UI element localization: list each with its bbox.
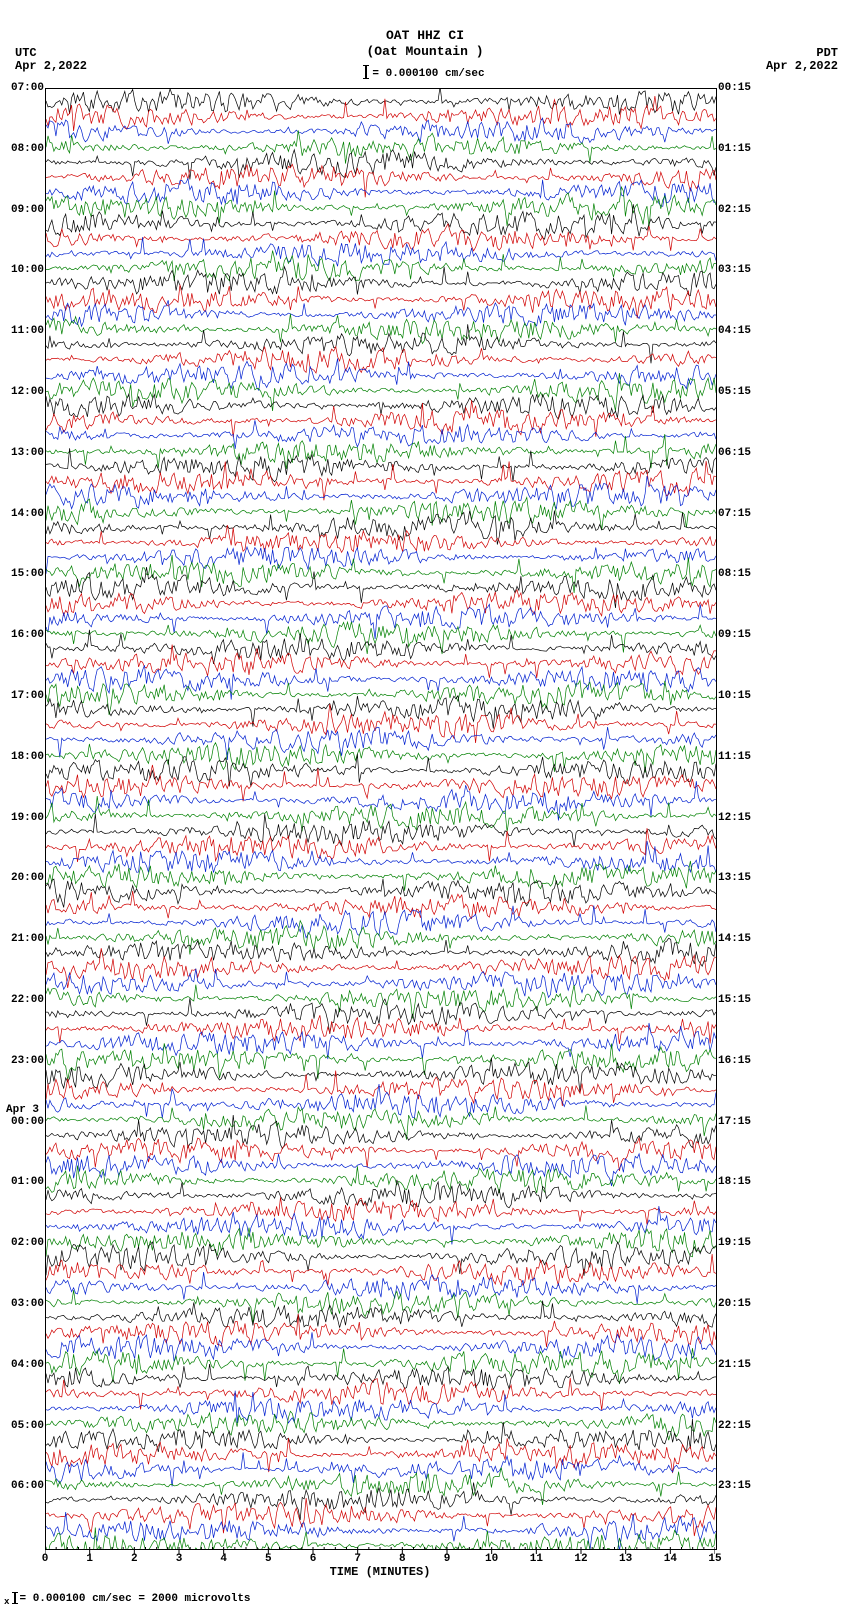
utc-time-label: 22:00 (0, 994, 44, 1006)
scale-bar-icon (365, 65, 367, 79)
pdt-time-label: 00:15 (718, 82, 762, 94)
x-tick-label: 1 (86, 1553, 93, 1565)
left-tz-label: UTC (15, 46, 37, 60)
pdt-time-label: 13:15 (718, 872, 762, 884)
utc-time-label: 02:00 (0, 1237, 44, 1249)
pdt-time-label: 05:15 (718, 386, 762, 398)
pdt-time-label: 02:15 (718, 204, 762, 216)
pdt-time-label: 04:15 (718, 325, 762, 337)
helicorder-page: OAT HHZ CI (Oat Mountain ) UTC Apr 2,202… (0, 0, 850, 1613)
pdt-time-label: 11:15 (718, 751, 762, 763)
header: OAT HHZ CI (Oat Mountain ) (0, 28, 850, 59)
utc-time-label: 06:00 (0, 1480, 44, 1492)
x-tick-label: 0 (42, 1553, 49, 1565)
pdt-time-label: 19:15 (718, 1237, 762, 1249)
utc-time-label: 20:00 (0, 872, 44, 884)
pdt-time-label: 10:15 (718, 690, 762, 702)
utc-time-label: 07:00 (0, 82, 44, 94)
utc-time-label: 16:00 (0, 629, 44, 641)
utc-time-label: 03:00 (0, 1298, 44, 1310)
x-axis-label: TIME (MINUTES) (45, 1565, 715, 1579)
helicorder-plot (45, 88, 717, 1550)
utc-time-label: 10:00 (0, 264, 44, 276)
utc-time-label: 09:00 (0, 204, 44, 216)
utc-time-label: 21:00 (0, 933, 44, 945)
utc-time-label: 11:00 (0, 325, 44, 337)
x-tick-label: 6 (310, 1553, 317, 1565)
x-tick-label: 5 (265, 1553, 272, 1565)
pdt-time-label: 15:15 (718, 994, 762, 1006)
pdt-time-label: 07:15 (718, 508, 762, 520)
utc-time-label: 04:00 (0, 1359, 44, 1371)
pdt-time-label: 12:15 (718, 812, 762, 824)
day-break-label: Apr 3 (6, 1104, 39, 1116)
pdt-time-label: 01:15 (718, 143, 762, 155)
pdt-time-label: 21:15 (718, 1359, 762, 1371)
station-code: OAT HHZ CI (0, 28, 850, 44)
utc-time-label: 18:00 (0, 751, 44, 763)
footer-text: = 0.000100 cm/sec = 2000 microvolts (20, 1593, 251, 1605)
x-tick-label: 3 (176, 1553, 183, 1565)
pdt-time-label: 23:15 (718, 1480, 762, 1492)
x-tick-label: 4 (220, 1553, 227, 1565)
pdt-time-label: 03:15 (718, 264, 762, 276)
utc-time-label: 05:00 (0, 1420, 44, 1432)
x-tick-label: 15 (708, 1553, 721, 1565)
utc-time-label: 01:00 (0, 1176, 44, 1188)
utc-time-label: 08:00 (0, 143, 44, 155)
x-tick-label: 14 (664, 1553, 677, 1565)
scale-bar-icon (14, 1592, 16, 1604)
pdt-time-label: 16:15 (718, 1055, 762, 1067)
x-tick-label: 12 (574, 1553, 587, 1565)
utc-time-label: 12:00 (0, 386, 44, 398)
pdt-time-label: 20:15 (718, 1298, 762, 1310)
utc-time-label: 00:00 (0, 1116, 44, 1128)
station-location: (Oat Mountain ) (0, 44, 850, 60)
x-axis: TIME (MINUTES) 0123456789101112131415 (45, 1549, 715, 1579)
x-tick-label: 9 (444, 1553, 451, 1565)
x-tick-label: 2 (131, 1553, 138, 1565)
utc-time-label: 15:00 (0, 568, 44, 580)
utc-time-label: 19:00 (0, 812, 44, 824)
utc-time-label: 14:00 (0, 508, 44, 520)
pdt-time-label: 18:15 (718, 1176, 762, 1188)
pdt-time-label: 08:15 (718, 568, 762, 580)
pdt-time-label: 09:15 (718, 629, 762, 641)
scale-indicator: = 0.000100 cm/sec (0, 66, 850, 80)
x-tick-label: 10 (485, 1553, 498, 1565)
utc-time-label: 13:00 (0, 447, 44, 459)
pdt-time-label: 17:15 (718, 1116, 762, 1128)
x-tick-label: 11 (530, 1553, 543, 1565)
x-tick-label: 7 (354, 1553, 361, 1565)
pdt-time-label: 06:15 (718, 447, 762, 459)
x-tick-label: 13 (619, 1553, 632, 1565)
x-tick-label: 8 (399, 1553, 406, 1565)
right-tz-label: PDT (816, 46, 838, 60)
utc-time-label: 17:00 (0, 690, 44, 702)
footer-scale: x= 0.000100 cm/sec = 2000 microvolts (4, 1592, 251, 1607)
pdt-time-label: 14:15 (718, 933, 762, 945)
utc-time-label: 23:00 (0, 1055, 44, 1067)
pdt-time-label: 22:15 (718, 1420, 762, 1432)
scale-text: = 0.000100 cm/sec (372, 68, 484, 80)
